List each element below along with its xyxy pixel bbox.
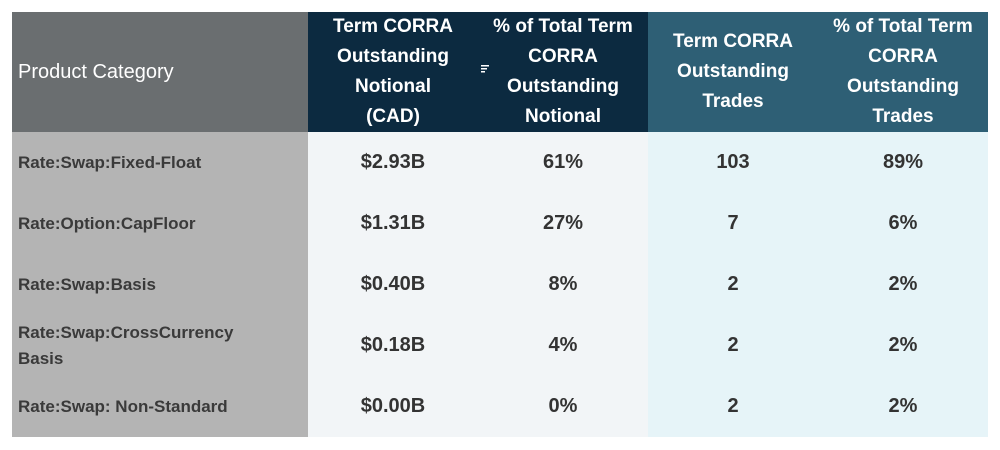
cell-pct-total-notional: 61% xyxy=(478,132,648,193)
header-pct-total-notional[interactable]: % of Total Term CORRA Outstanding Notion… xyxy=(478,12,648,132)
table-row: Rate:Option:CapFloor $1.31B 27% 7 6% xyxy=(12,193,988,254)
header-outstanding-notional-line1: Term CORRA xyxy=(333,16,453,37)
cell-outstanding-trades: 2 xyxy=(648,254,818,315)
cell-outstanding-notional: $2.93B xyxy=(308,132,478,193)
header-pct-total-notional-line4: Notional xyxy=(525,106,601,127)
cell-pct-total-notional: 4% xyxy=(478,315,648,376)
header-outstanding-trades-line3: Trades xyxy=(702,91,764,112)
table-row: Rate:Swap:Basis $0.40B 8% 2 2% xyxy=(12,254,988,315)
cell-pct-total-notional: 8% xyxy=(478,254,648,315)
cell-outstanding-notional: $0.40B xyxy=(308,254,478,315)
header-outstanding-trades-line2: Outstanding xyxy=(677,61,789,82)
table-row: Rate:Swap: Non-Standard $0.00B 0% 2 2% xyxy=(12,376,988,437)
header-row: Product Category Term CORRA Outstanding … xyxy=(12,12,988,132)
cell-outstanding-notional: $0.00B xyxy=(308,376,478,437)
header-outstanding-notional-line3: Notional xyxy=(355,76,431,97)
header-pct-total-trades-line3: Outstanding xyxy=(847,76,959,97)
header-pct-total-trades-line4: Trades xyxy=(872,106,934,127)
cell-product-category: Rate:Swap: Non-Standard xyxy=(12,376,308,437)
header-pct-total-notional-line1: % of Total Term xyxy=(493,16,633,37)
cell-product-category-line2: Basis xyxy=(18,348,64,368)
cell-product-category: Rate:Swap:Fixed-Float xyxy=(12,132,308,193)
header-product-category[interactable]: Product Category xyxy=(12,12,308,132)
cell-outstanding-trades: 103 xyxy=(648,132,818,193)
cell-outstanding-trades: 7 xyxy=(648,193,818,254)
cell-pct-total-trades: 2% xyxy=(818,315,988,376)
header-outstanding-notional[interactable]: Term CORRA Outstanding Notional (CAD) xyxy=(308,12,489,132)
cell-outstanding-trades: 2 xyxy=(648,376,818,437)
header-product-category-label: Product Category xyxy=(18,61,174,83)
cell-pct-total-trades: 2% xyxy=(818,376,988,437)
header-pct-total-notional-line2: CORRA xyxy=(528,46,598,67)
cell-pct-total-notional: 27% xyxy=(478,193,648,254)
cell-outstanding-trades: 2 xyxy=(648,315,818,376)
header-outstanding-notional-line2: Outstanding xyxy=(337,46,449,67)
table-row: Rate:Swap:Fixed-Float $2.93B 61% 103 89% xyxy=(12,132,988,193)
cell-product-category-line1: Rate:Swap:CrossCurrency xyxy=(18,322,234,342)
header-pct-total-notional-line3: Outstanding xyxy=(507,76,619,97)
cell-pct-total-trades: 6% xyxy=(818,193,988,254)
header-pct-total-trades-line1: % of Total Term xyxy=(833,16,973,37)
cell-product-category: Rate:Swap:Basis xyxy=(12,254,308,315)
header-pct-total-trades-line2: CORRA xyxy=(868,46,938,67)
cell-product-category: Rate:Option:CapFloor xyxy=(12,193,308,254)
filter-sort-icon[interactable] xyxy=(480,64,490,74)
table-row: Rate:Swap:CrossCurrency Basis $0.18B 4% … xyxy=(12,315,988,376)
header-outstanding-notional-line4: (CAD) xyxy=(366,106,420,127)
cell-pct-total-trades: 2% xyxy=(818,254,988,315)
cell-outstanding-notional: $1.31B xyxy=(308,193,478,254)
header-outstanding-trades-line1: Term CORRA xyxy=(673,31,793,52)
term-corra-table: Product Category Term CORRA Outstanding … xyxy=(12,12,988,437)
cell-product-category: Rate:Swap:CrossCurrency Basis xyxy=(12,315,308,376)
cell-pct-total-notional: 0% xyxy=(478,376,648,437)
cell-pct-total-trades: 89% xyxy=(818,132,988,193)
header-outstanding-trades[interactable]: Term CORRA Outstanding Trades xyxy=(648,12,818,132)
header-pct-total-trades[interactable]: % of Total Term CORRA Outstanding Trades xyxy=(818,12,988,132)
cell-outstanding-notional: $0.18B xyxy=(308,315,478,376)
